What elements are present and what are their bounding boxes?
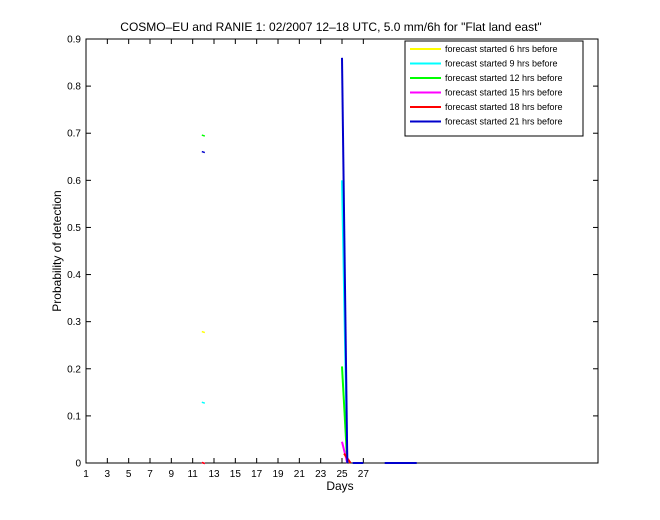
x-tick-label: 23	[315, 469, 327, 480]
series-6	[201, 57, 417, 464]
legend-label: forecast started 12 hrs before	[445, 73, 563, 83]
x-tick-label: 27	[358, 469, 370, 480]
legend-item: forecast started 15 hrs before	[410, 88, 563, 98]
legend-label: forecast started 18 hrs before	[445, 102, 563, 112]
legend: forecast started 6 hrs before forecast st…	[404, 40, 584, 137]
legend-label: forecast started 15 hrs before	[445, 88, 563, 98]
x-tick-label: 5	[126, 469, 132, 480]
x-tick-label: 15	[230, 469, 242, 480]
series-layer	[201, 57, 417, 465]
chart-title: COSMO–EU and RANIE 1: 02/2007 12–18 UTC,…	[120, 20, 541, 34]
y-tick-label: 0.9	[67, 35, 81, 46]
y-tick-label: 0.4	[67, 270, 81, 281]
x-tick-label: 3	[105, 469, 111, 480]
legend-item: forecast started 9 hrs before	[410, 59, 558, 69]
series-point	[201, 150, 206, 154]
legend-item: forecast started 6 hrs before	[410, 44, 558, 54]
legend-item: forecast started 12 hrs before	[410, 73, 563, 83]
y-tick-label: 0.3	[67, 317, 81, 328]
legend-box	[404, 40, 584, 137]
y-axis-label: Probability of detection	[50, 190, 64, 311]
series-point	[201, 330, 206, 334]
y-tick-label: 0	[75, 459, 81, 470]
series-point	[201, 401, 206, 404]
legend-label: forecast started 9 hrs before	[445, 59, 558, 69]
x-tick-label: 17	[251, 469, 263, 480]
x-tick-label: 9	[169, 469, 175, 480]
legend-item: forecast started 21 hrs before	[410, 117, 563, 127]
legend-label: forecast started 6 hrs before	[445, 44, 558, 54]
y-tick-label: 0.5	[67, 223, 81, 234]
series-line-segment	[341, 57, 349, 464]
x-tick-label: 19	[272, 469, 284, 480]
y-axis-ticks: 0 0.1 0.2 0.3 0.4 0.5 0.6 0.7 0.8 0.9	[67, 35, 598, 470]
x-tick-label: 25	[336, 469, 348, 480]
y-tick-label: 0.2	[67, 364, 81, 375]
x-tick-label: 21	[294, 469, 306, 480]
y-tick-label: 0.7	[67, 129, 81, 140]
legend-item: forecast started 18 hrs before	[410, 102, 563, 112]
legend-label: forecast started 21 hrs before	[445, 117, 563, 127]
x-tick-label: 13	[208, 469, 220, 480]
series-point	[201, 461, 206, 465]
x-tick-label: 7	[147, 469, 153, 480]
x-tick-label: 1	[83, 469, 89, 480]
series-point	[201, 134, 206, 137]
series-1	[201, 330, 206, 334]
x-axis-label: Days	[326, 479, 353, 493]
x-tick-label: 11	[187, 469, 198, 480]
y-tick-label: 0.1	[67, 411, 81, 422]
y-tick-label: 0.8	[67, 82, 81, 93]
x-axis-ticks: 1 3 5 7 9 11 13 15 17 19 21 23 25 27	[83, 39, 369, 480]
y-tick-label: 0.6	[67, 176, 81, 187]
